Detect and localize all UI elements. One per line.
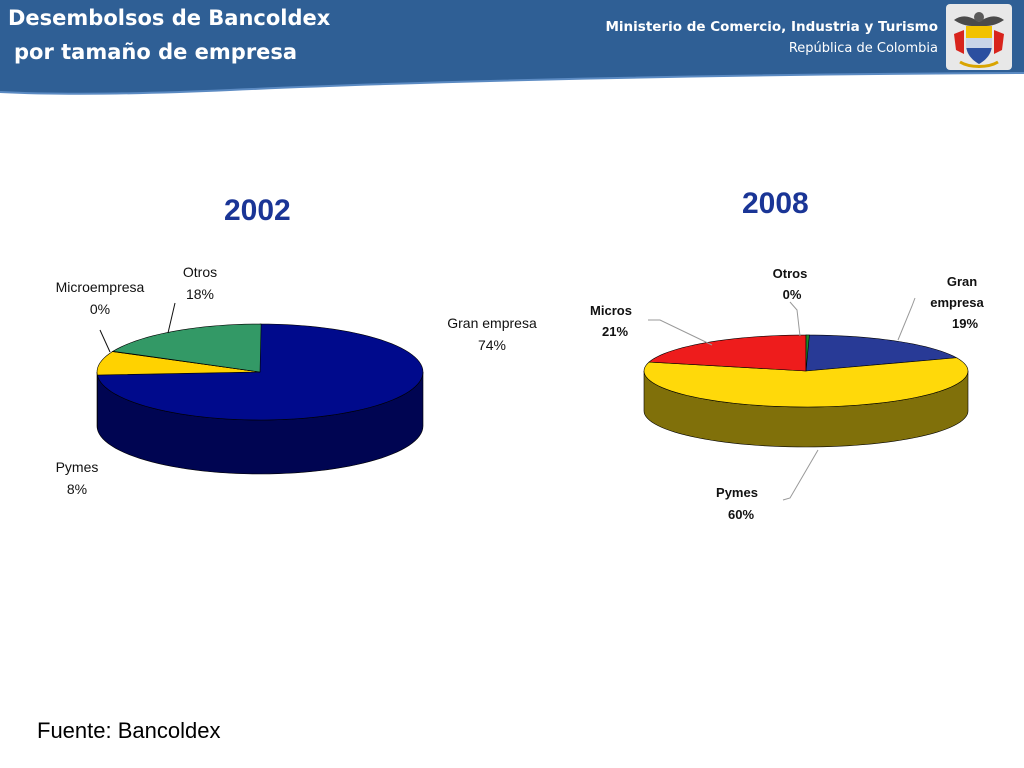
pie-slice-otros xyxy=(805,334,810,372)
pie-slice-otros xyxy=(112,323,262,373)
leader-line-pymes-2008 xyxy=(782,449,819,501)
pie-chart-2008: Gran empresa 19% Pymes 60% Micros 21% Ot… xyxy=(590,266,984,522)
pie-2002-body xyxy=(96,323,424,475)
value-gran-empresa-2008: 19% xyxy=(952,316,978,331)
source-note: Fuente: Bancoldex xyxy=(37,718,221,743)
value-gran-empresa: 74% xyxy=(478,337,506,353)
republic-name: República de Colombia xyxy=(788,41,938,56)
chart-title-2008: 2008 xyxy=(742,187,809,220)
label-microempresa: Microempresa xyxy=(56,279,145,295)
pie-slice-gran-empresa xyxy=(805,334,958,372)
pie-2008-body xyxy=(643,334,969,448)
value-micros: 21% xyxy=(602,324,628,339)
label-micros: Micros xyxy=(590,303,632,318)
label-otros-2008: Otros xyxy=(773,266,808,281)
leader-line-otros xyxy=(167,302,176,334)
pie-chart-2002: Gran empresa 74% Pymes 8% Microempresa 0… xyxy=(56,264,537,497)
label-gran-empresa-2008-line1: Gran xyxy=(947,274,977,289)
banner-highlight xyxy=(0,72,1024,95)
label-gran-empresa: Gran empresa xyxy=(447,315,537,331)
label-pymes: Pymes xyxy=(56,459,99,475)
pie-2002-leader-lines xyxy=(99,302,176,353)
chart-title-2002: 2002 xyxy=(224,194,291,227)
page-title-line-2: por tamaño de empresa xyxy=(14,40,298,64)
ministry-name: Ministerio de Comercio, Industria y Turi… xyxy=(605,19,938,35)
label-gran-empresa-2008-line2: empresa xyxy=(930,295,984,310)
value-pymes: 8% xyxy=(67,481,87,497)
label-otros: Otros xyxy=(183,264,217,280)
leader-line-microempresa xyxy=(99,329,111,353)
leader-line-gran-empresa xyxy=(897,297,916,341)
leader-line-micros xyxy=(648,319,713,346)
value-microempresa: 0% xyxy=(90,301,110,317)
pie-2008-leader-lines xyxy=(648,297,916,501)
value-otros-2008: 0% xyxy=(783,287,802,302)
leader-line-otros-2008 xyxy=(789,301,801,337)
header-banner xyxy=(0,0,1024,95)
banner-shape xyxy=(0,0,1024,94)
pie-slice-pymes xyxy=(96,351,261,376)
value-otros: 18% xyxy=(186,286,214,302)
colombia-coat-of-arms-icon xyxy=(946,4,1012,70)
value-pymes-2008: 60% xyxy=(728,507,754,522)
label-pymes-2008: Pymes xyxy=(716,485,758,500)
page-title-line-1: Desembolsos de Bancoldex xyxy=(8,6,331,30)
pie-slice-pymes xyxy=(643,357,969,408)
